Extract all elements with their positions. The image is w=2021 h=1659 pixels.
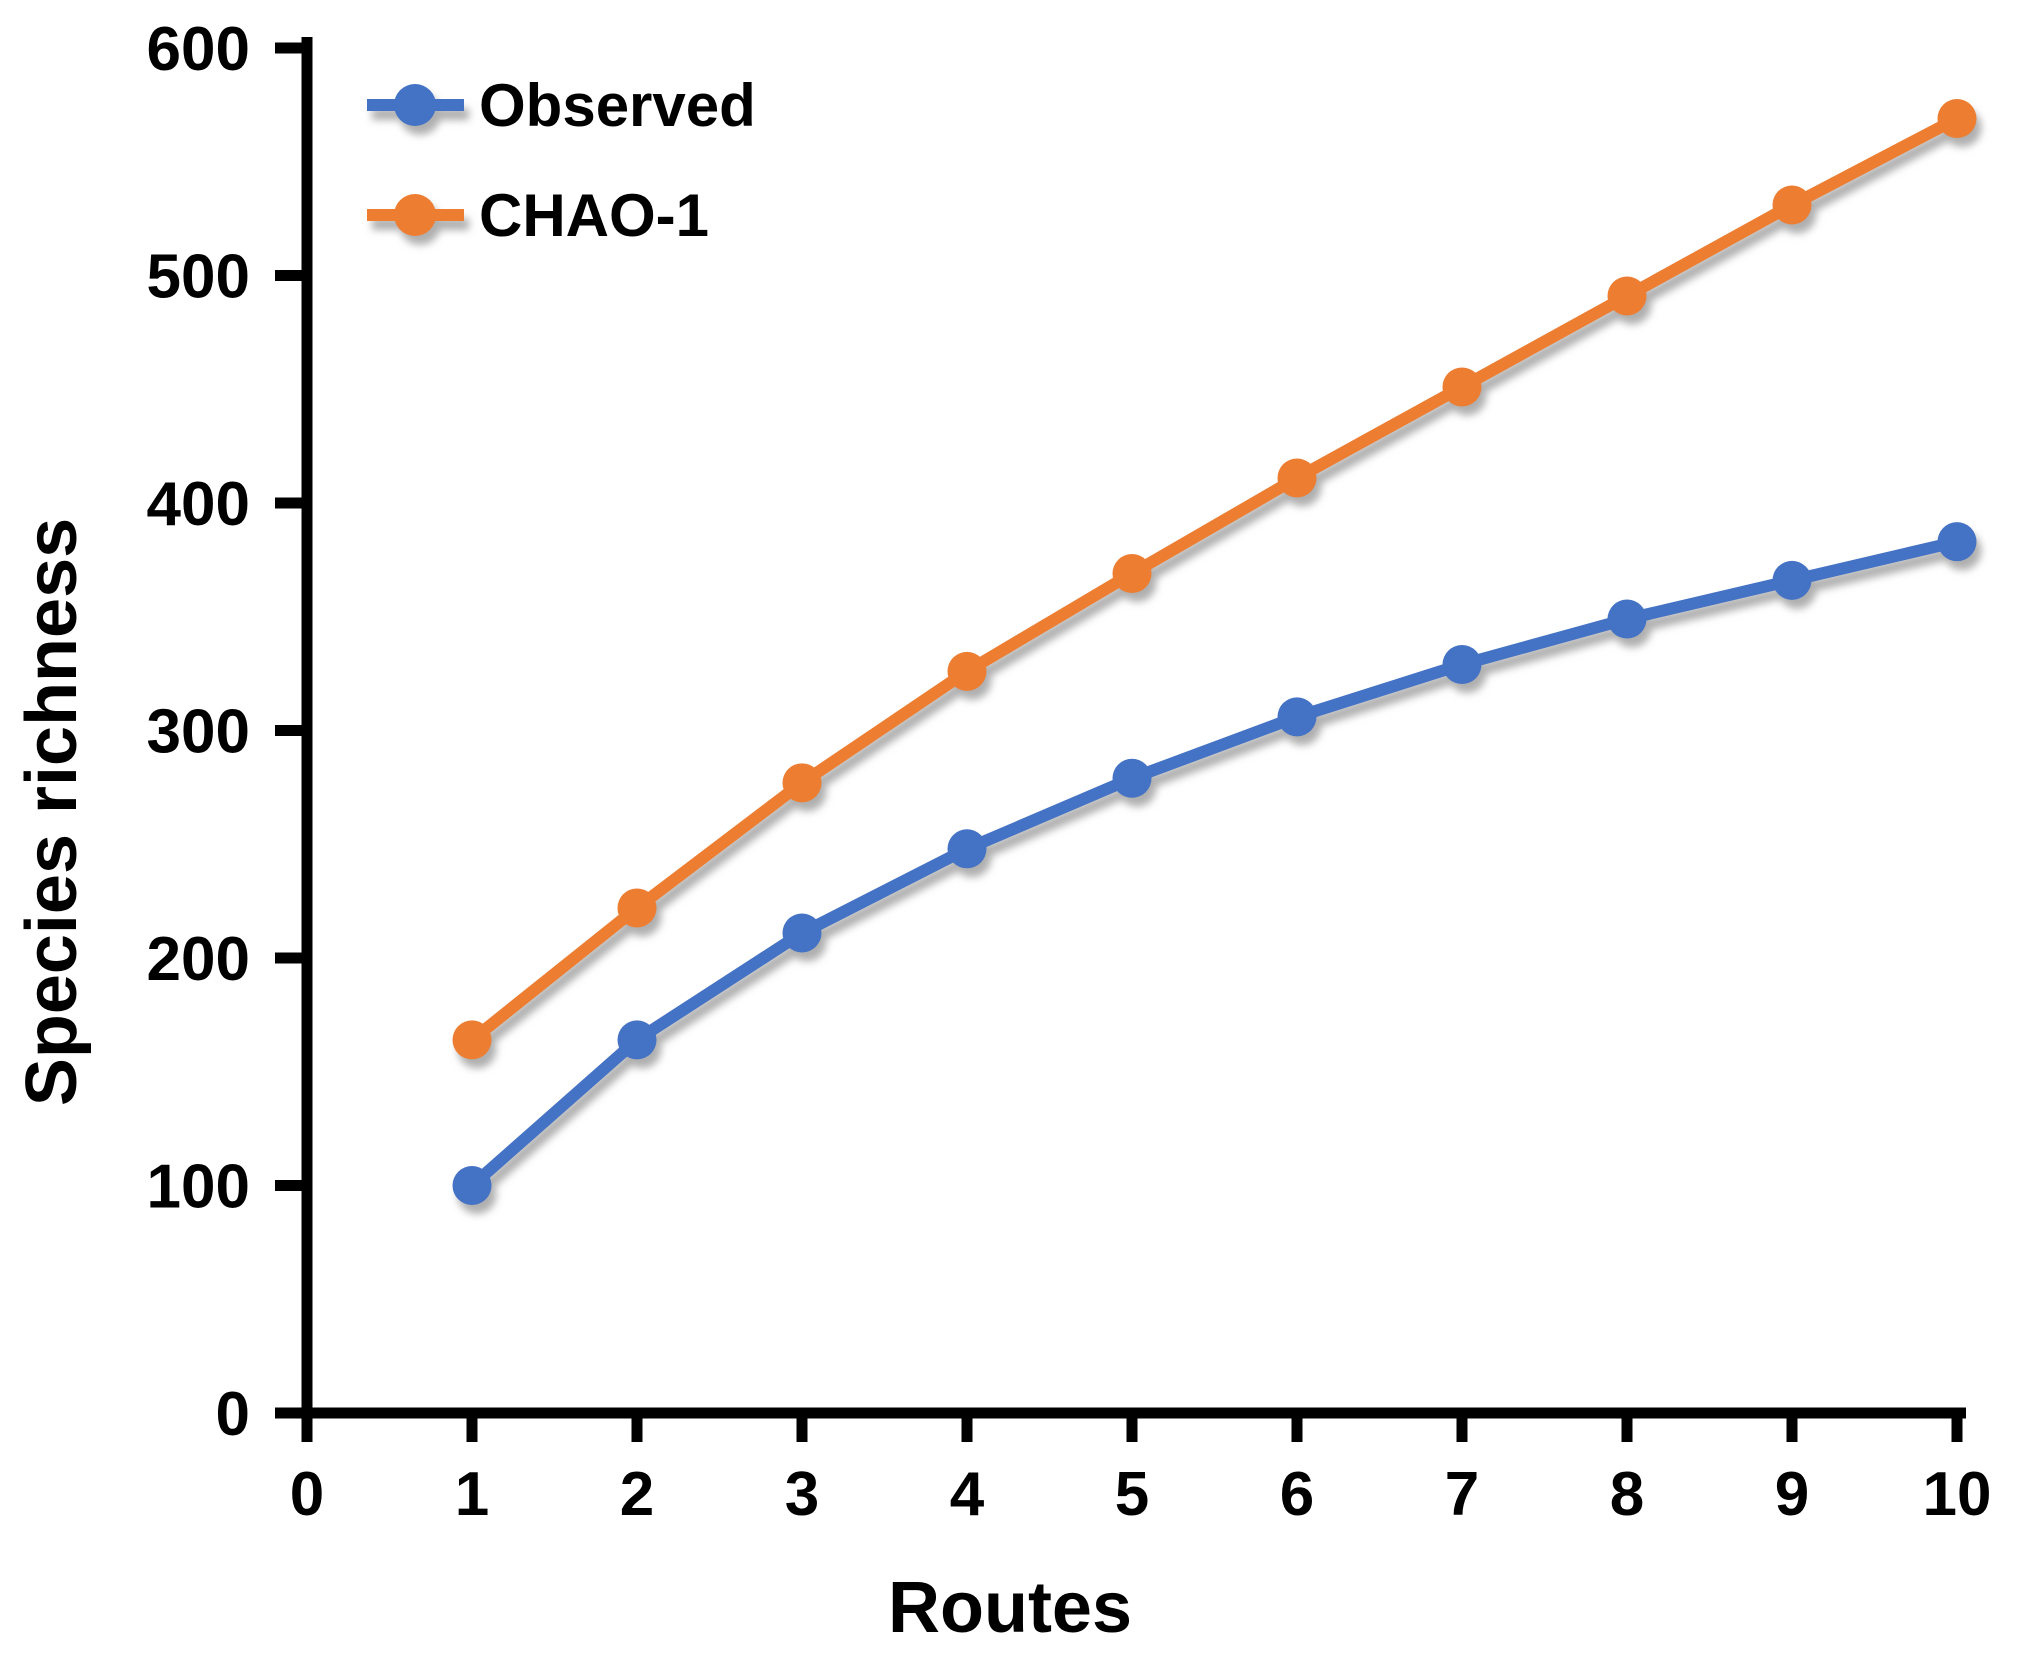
- data-point: [1772, 560, 1812, 600]
- data-point: [1442, 645, 1482, 685]
- data-point: [782, 913, 822, 953]
- data-point: [1607, 276, 1647, 316]
- tick-labels: 0 100 200 300 400 500 600 0 1 2 3 4 5 6 7 8 9 10: [147, 15, 1992, 1529]
- data-point: [452, 1020, 492, 1060]
- x-tick-label: 7: [1445, 1460, 1479, 1529]
- data-point: [1112, 554, 1152, 594]
- data-point: [1607, 599, 1647, 639]
- x-tick-label: 8: [1610, 1460, 1644, 1529]
- x-tick-label: 10: [1923, 1460, 1992, 1529]
- legend-swatch-line-icon: [367, 84, 464, 126]
- series-chao-1: [452, 99, 1977, 1060]
- x-tick-label: 3: [785, 1460, 819, 1529]
- legend-item-observed: Observed: [365, 50, 756, 160]
- y-tick-label: 500: [147, 243, 250, 312]
- data-point: [947, 829, 987, 869]
- x-tick-label: 2: [620, 1460, 654, 1529]
- data-point: [1277, 458, 1317, 498]
- data-point: [452, 1166, 492, 1205]
- data-point: [1112, 758, 1152, 798]
- y-tick-label: 0: [216, 1380, 250, 1449]
- data-point: [617, 1020, 657, 1060]
- y-tick-label: 100: [147, 1153, 250, 1222]
- data-point: [782, 763, 822, 803]
- data-point: [617, 888, 657, 928]
- y-tick-label: 400: [147, 470, 250, 539]
- data-point: [1277, 697, 1317, 737]
- x-tick-label: 5: [1115, 1460, 1149, 1529]
- legend-label-chao1: CHAO-1: [479, 181, 710, 249]
- data-point: [1442, 367, 1482, 407]
- data-point: [1937, 522, 1977, 562]
- legend-item-chao1: CHAO-1: [365, 160, 756, 270]
- x-tick-label: 0: [290, 1460, 324, 1529]
- x-tick-label: 1: [455, 1460, 489, 1529]
- legend-label-observed: Observed: [479, 71, 756, 139]
- data-point: [1772, 185, 1812, 225]
- axes: [275, 37, 1966, 1442]
- legend-swatch-line-icon: [367, 194, 464, 236]
- data-point: [947, 651, 987, 691]
- x-axis-title: Routes: [887, 1568, 1133, 1648]
- x-tick-label: 6: [1280, 1460, 1314, 1529]
- series-line: [466, 112, 1963, 1046]
- y-tick-label: 200: [147, 925, 250, 994]
- y-tick-label: 600: [147, 15, 250, 84]
- data-point: [1937, 99, 1977, 139]
- series-line: [466, 535, 1963, 1192]
- x-tick-label: 4: [950, 1460, 985, 1529]
- legend: Observed CHAO-1: [365, 50, 756, 270]
- y-axis-title: Species richness: [12, 517, 92, 1107]
- x-tick-label: 9: [1775, 1460, 1809, 1529]
- y-tick-label: 300: [147, 698, 250, 767]
- series-observed: [452, 522, 1977, 1205]
